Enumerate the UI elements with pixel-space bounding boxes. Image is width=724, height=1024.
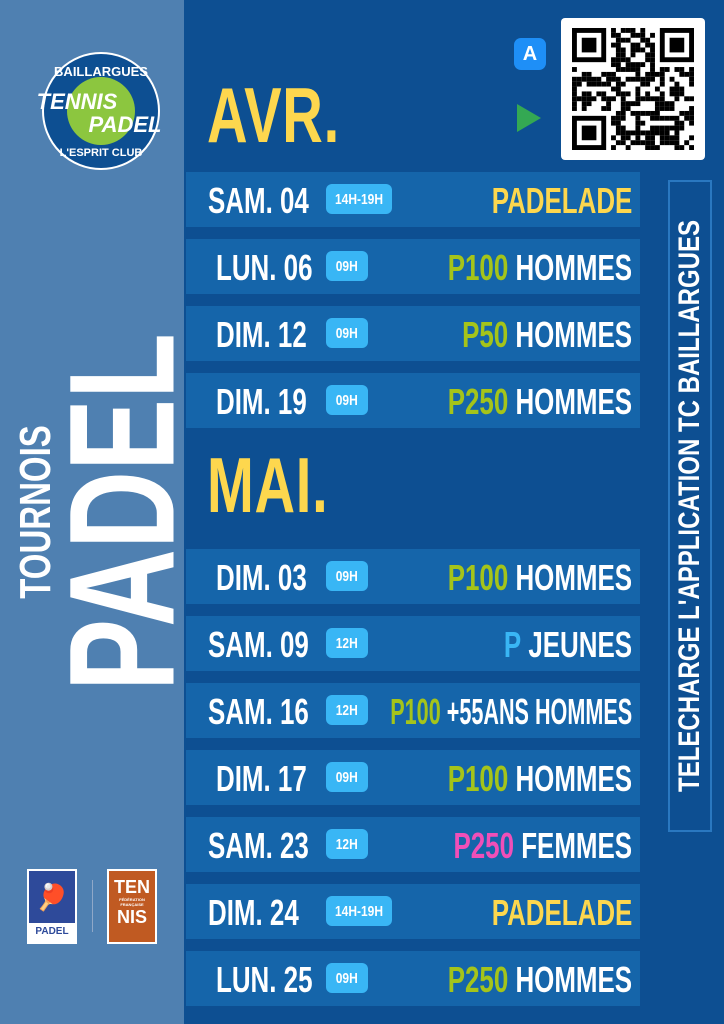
time-badge: 12H	[326, 695, 368, 725]
left-panel	[0, 0, 184, 1024]
time-badge: 09H	[326, 318, 368, 348]
event-title: P JEUNES	[504, 624, 632, 666]
title-padel: PADEL	[37, 332, 206, 692]
event-row: DIM. 19 09H P250 HOMMES	[186, 373, 640, 428]
event-title: P100 HOMMES	[448, 247, 632, 289]
event-date: DIM. 17	[216, 758, 307, 799]
event-row: DIM. 17 09H P100 HOMMES	[186, 750, 640, 805]
time-badge: 09H	[326, 762, 368, 792]
event-name: HOMMES	[515, 758, 632, 799]
event-row: SAM. 09 12H P JEUNES	[186, 616, 640, 671]
fft-tennis-logo: TEN FÉDÉRATION FRANÇAISE NIS	[107, 869, 157, 944]
time-badge: 09H	[326, 251, 368, 281]
month-heading: MAI.	[207, 441, 329, 529]
event-row: DIM. 24 14H-19H PADELADE	[186, 884, 640, 939]
event-level: P100	[447, 557, 509, 598]
event-row: LUN. 06 09H P100 HOMMES	[186, 239, 640, 294]
qr-code[interactable]	[561, 18, 705, 160]
event-title: P250 FEMMES	[453, 825, 632, 867]
time-badge: 09H	[326, 385, 368, 415]
event-row: SAM. 04 14H-19H PADELADE	[186, 172, 640, 227]
time-badge: 14H-19H	[326, 184, 392, 214]
event-name: HOMMES	[515, 557, 632, 598]
svg-text:PADEL: PADEL	[89, 112, 162, 137]
event-level: P100	[447, 247, 509, 288]
event-name: PADELADE	[491, 892, 632, 933]
event-row: DIM. 03 09H P100 HOMMES	[186, 549, 640, 604]
event-date: LUN. 06	[216, 247, 313, 288]
time-badge: 09H	[326, 963, 368, 993]
event-name: HOMMES	[515, 381, 632, 422]
event-name: HOMMES	[515, 314, 632, 355]
event-title: P100 HOMMES	[448, 758, 632, 800]
padel-racket-icon: 🏓	[29, 871, 75, 923]
event-date: SAM. 09	[208, 624, 309, 665]
time-badge: 14H-19H	[326, 896, 392, 926]
month-heading: AVR.	[207, 71, 340, 159]
event-title: P100 +55ANS HOMMES	[390, 691, 632, 733]
padel-federation-logo: 🏓 PADEL	[27, 869, 77, 944]
svg-text:BAILLARGUES: BAILLARGUES	[54, 64, 148, 79]
event-name: HOMMES	[515, 959, 632, 1000]
event-level: P50	[462, 314, 509, 355]
event-level: P250	[447, 381, 509, 422]
event-date: SAM. 16	[208, 691, 309, 732]
event-name: JEUNES	[528, 624, 632, 665]
event-row: LUN. 25 09H P250 HOMMES	[186, 951, 640, 1006]
event-level: P100	[447, 758, 509, 799]
event-level: P250	[447, 959, 509, 1000]
event-title: P250 HOMMES	[448, 381, 632, 423]
event-title: PADELADE	[491, 892, 632, 934]
event-date: DIM. 03	[216, 557, 307, 598]
time-badge: 12H	[326, 628, 368, 658]
event-date: LUN. 25	[216, 959, 313, 1000]
divider	[92, 880, 93, 932]
event-date: DIM. 24	[208, 892, 299, 933]
time-badge: 09H	[326, 561, 368, 591]
event-level: P100	[390, 691, 441, 732]
event-name: FEMMES	[521, 825, 632, 866]
time-badge: 12H	[326, 829, 368, 859]
svg-text:L'ESPRIT CLUB: L'ESPRIT CLUB	[60, 147, 143, 159]
event-row: SAM. 16 12H P100 +55ANS HOMMES	[186, 683, 640, 738]
event-level: P	[503, 624, 522, 665]
event-date: SAM. 04	[208, 180, 309, 221]
event-date: SAM. 23	[208, 825, 309, 866]
app-store-icon[interactable]: A	[514, 38, 546, 70]
event-level: P250	[453, 825, 514, 866]
event-title: P50 HOMMES	[462, 314, 632, 356]
svg-text:TENNIS: TENNIS	[37, 89, 118, 114]
event-row: SAM. 23 12H P250 FEMMES	[186, 817, 640, 872]
event-title: PADELADE	[491, 180, 632, 222]
download-app-banner: TELECHARGE L'APPLICATION TC BAILLARGUES	[668, 180, 712, 832]
event-title: P100 HOMMES	[448, 557, 632, 599]
event-date: DIM. 12	[216, 314, 307, 355]
event-name: +55ANS HOMMES	[446, 691, 632, 732]
event-name: PADELADE	[491, 180, 632, 221]
club-logo: BAILLARGUES TENNIS PADEL L'ESPRIT CLUB	[37, 52, 162, 170]
event-name: HOMMES	[515, 247, 632, 288]
google-play-icon[interactable]	[517, 104, 541, 132]
event-date: DIM. 19	[216, 381, 307, 422]
event-title: P250 HOMMES	[448, 959, 632, 1001]
event-row: DIM. 12 09H P50 HOMMES	[186, 306, 640, 361]
